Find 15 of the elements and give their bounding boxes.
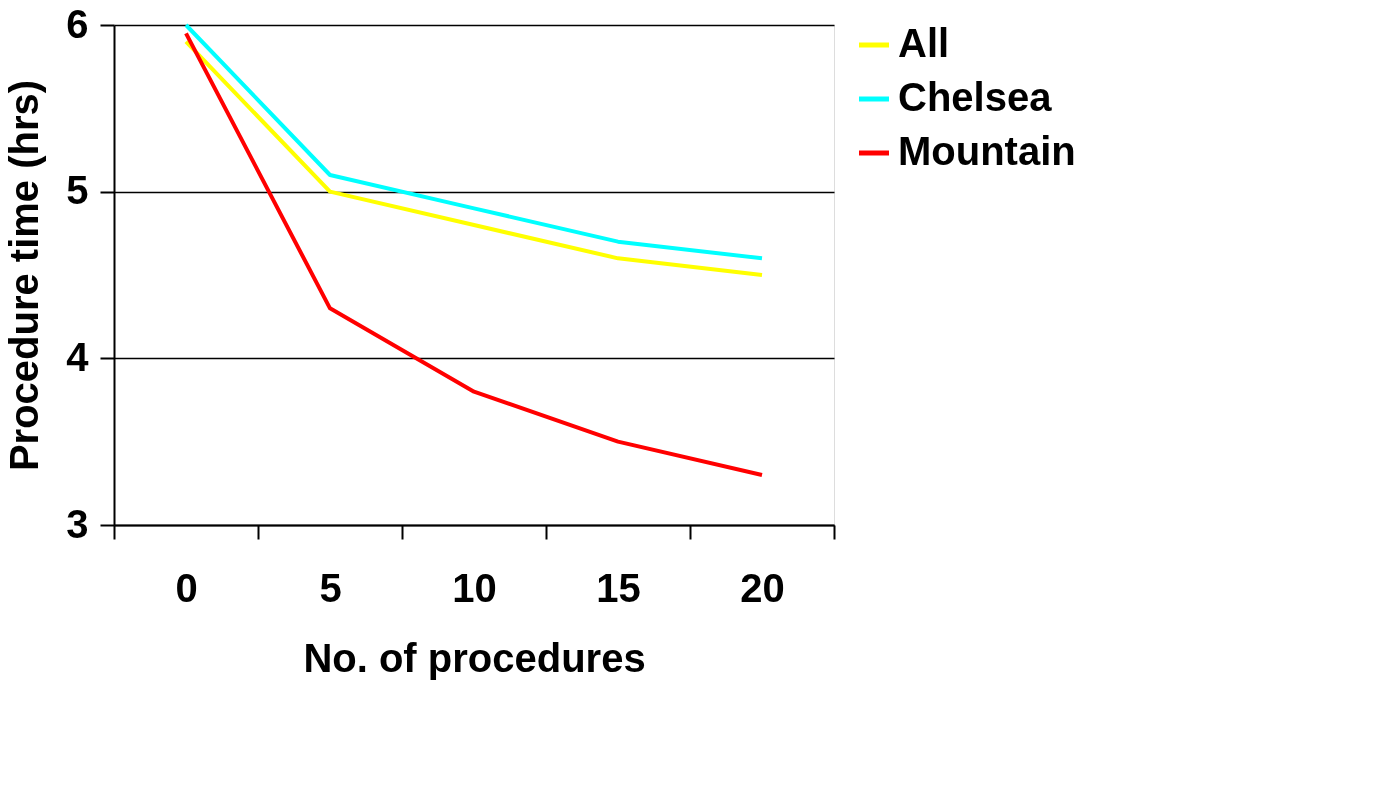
x-tick-label: 20 bbox=[740, 565, 785, 610]
y-tick-label: 5 bbox=[66, 168, 89, 213]
x-tick-label: 5 bbox=[319, 565, 342, 610]
x-tick-label: 15 bbox=[596, 565, 641, 610]
x-axis-title: No. of procedures bbox=[303, 635, 646, 680]
y-axis-title: Procedure time (hrs) bbox=[2, 79, 47, 472]
legend-label: All bbox=[898, 21, 950, 65]
line-series bbox=[184, 31, 764, 477]
y-tick-label: 3 bbox=[66, 501, 89, 546]
x-tick-label: 0 bbox=[175, 565, 198, 610]
y-tick-label: 6 bbox=[66, 1, 89, 46]
y-tick-label: 4 bbox=[66, 334, 90, 379]
x-tick-label: 10 bbox=[452, 565, 497, 610]
legend-label: Chelsea bbox=[898, 75, 1053, 119]
legend-label: Mountain bbox=[898, 129, 1076, 173]
